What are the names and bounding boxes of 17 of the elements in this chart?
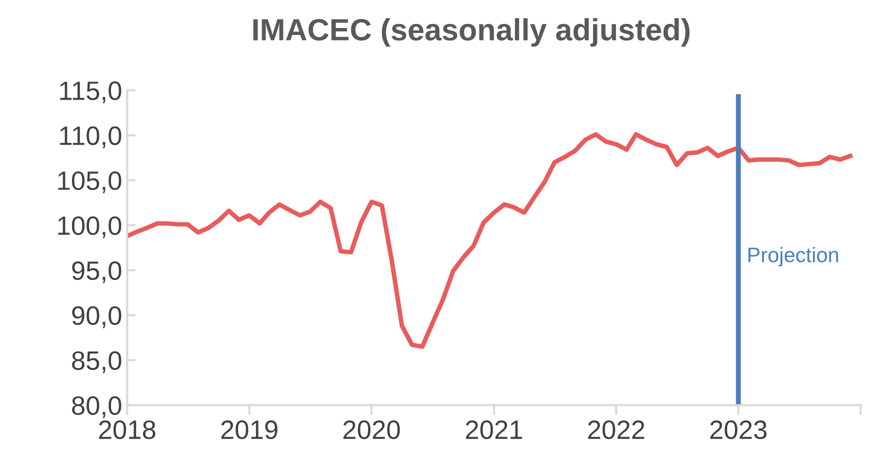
- y-tick-label: 115,0: [60, 81, 122, 104]
- x-tick-label: 2020: [343, 420, 400, 440]
- x-tick-label: 2019: [221, 420, 278, 440]
- y-tick-label: 85,0: [72, 351, 122, 374]
- y-tick-label: 95,0: [72, 261, 122, 284]
- x-tick-label: 2022: [588, 420, 644, 440]
- y-tick-label: 80,0: [72, 396, 122, 418]
- chart-title: IMACEC (seasonally adjusted): [253, 18, 690, 47]
- line-series: [127, 132, 852, 349]
- y-tick-label: 90,0: [72, 306, 122, 328]
- x-tick-label: 2023: [710, 420, 767, 440]
- x-tick-label: 2018: [99, 420, 156, 440]
- x-tick-label: 2021: [466, 420, 522, 440]
- ref-line-label: Projection: [748, 246, 838, 266]
- y-tick-label: 100,0: [58, 216, 122, 238]
- y-tick-label: 105,0: [58, 171, 122, 194]
- y-tick-label: 110,0: [60, 126, 122, 148]
